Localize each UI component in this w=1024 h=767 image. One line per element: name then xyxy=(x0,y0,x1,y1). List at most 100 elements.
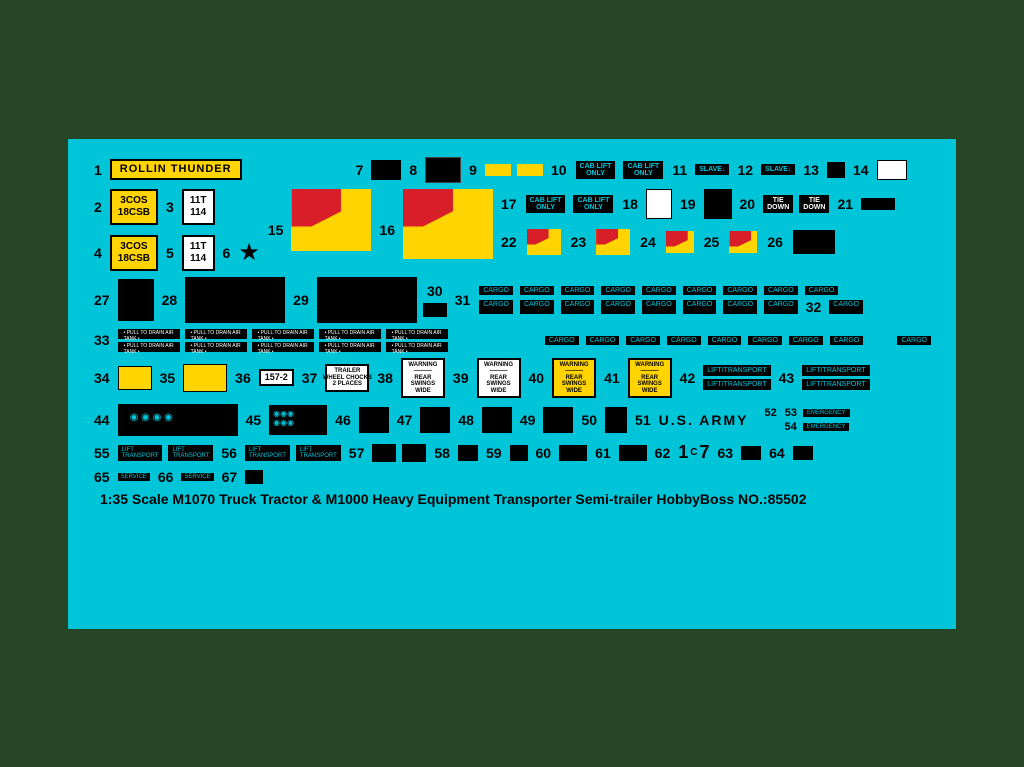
cab-lift-17b: CAB LIFT ONLY xyxy=(572,194,614,214)
tiedown-20a: TIE DOWN xyxy=(763,195,793,213)
flag-24 xyxy=(666,231,694,253)
decal-35 xyxy=(183,364,227,392)
num-65: 65 xyxy=(94,469,110,485)
cargo: CARGO xyxy=(585,335,621,346)
row-6: 34 35 36 157-2 37 TRAILER WHEEL CHOCKS 2… xyxy=(92,358,932,399)
num-30: 30 xyxy=(425,283,445,299)
dashboard-44 xyxy=(118,404,238,436)
cargo: CARGO xyxy=(519,299,555,315)
decal-21 xyxy=(861,198,895,210)
num-38: 38 xyxy=(377,370,393,386)
num-26: 26 xyxy=(767,234,783,250)
num-20: 20 xyxy=(740,196,756,212)
flag-16 xyxy=(403,189,493,259)
cargo: CARGO xyxy=(829,335,865,346)
num-10: 10 xyxy=(551,162,567,178)
num-4: 4 xyxy=(94,245,102,261)
pull-strip: • PULL TO DRAIN AIR TANK • xyxy=(252,342,314,352)
num-52: 52 xyxy=(764,407,776,419)
num-54: 54 xyxy=(784,421,796,433)
num-44: 44 xyxy=(94,412,110,428)
num-21: 21 xyxy=(837,196,853,212)
blk-30 xyxy=(423,303,447,317)
num-13: 13 xyxy=(803,162,819,178)
panel-50 xyxy=(605,407,627,433)
num-6: 6 xyxy=(223,245,231,261)
cargo: CARGO xyxy=(763,285,799,296)
warn-40: WARNING ——— REAR SWINGS WIDE xyxy=(552,358,596,399)
lift-42b: LIFT/TRANSPORT xyxy=(703,379,770,390)
num-66: 66 xyxy=(158,469,174,485)
num-42: 42 xyxy=(680,370,696,386)
slave-11: SLAVE↓ xyxy=(695,164,729,175)
d58 xyxy=(458,445,478,461)
us-army-text: U.S. ARMY xyxy=(659,412,749,428)
row-4: 27 28 29 30 31 CARGO CARGO CARGO CARGO C… xyxy=(92,277,932,323)
num-7: 7 xyxy=(356,162,364,178)
num-12: 12 xyxy=(737,162,753,178)
lift-43a: LIFT/TRANSPORT xyxy=(802,365,869,376)
cargo: CARGO xyxy=(625,335,661,346)
decal-13 xyxy=(827,162,845,178)
cargo: CARGO xyxy=(682,299,718,315)
panel-46 xyxy=(359,407,389,433)
lift-56b: LIFT TRANSPORT xyxy=(296,445,341,461)
pull-strip: • PULL TO DRAIN AIR TANK • xyxy=(118,329,180,339)
lift-56a: LIFT TRANSPORT xyxy=(245,445,290,461)
cargo: CARGO xyxy=(722,285,758,296)
num-24: 24 xyxy=(640,234,656,250)
num-63: 63 xyxy=(718,445,734,461)
num-25: 25 xyxy=(704,234,720,250)
num-53: 53 xyxy=(785,407,797,419)
plate-4: 3COS 18CSB xyxy=(110,235,158,271)
blk-28 xyxy=(185,277,285,323)
num-58: 58 xyxy=(434,445,450,461)
cargo: CARGO xyxy=(478,285,514,296)
decal-9a xyxy=(485,164,511,176)
num-36: 36 xyxy=(235,370,251,386)
num-17: 17 xyxy=(501,196,517,212)
num-35: 35 xyxy=(160,370,176,386)
num-46: 46 xyxy=(335,412,351,428)
cargo: CARGO xyxy=(478,299,514,315)
svc-66: SERVICE xyxy=(181,473,213,481)
pull-strip: • PULL TO DRAIN AIR TANK • xyxy=(252,329,314,339)
warn-39: WARNING ——— REAR SWINGS WIDE xyxy=(477,358,521,399)
rollin-thunder-banner: ROLLIN THUNDER xyxy=(110,159,242,180)
row-5: 33 • PULL TO DRAIN AIR TANK • • PULL TO … xyxy=(92,329,932,352)
cargo: CARGO xyxy=(641,299,677,315)
num-60: 60 xyxy=(536,445,552,461)
cargo: CARGO xyxy=(641,285,677,296)
d61 xyxy=(619,445,647,461)
row-7: 44 45 ◉◉◉◉◉◉ 46 47 48 49 50 51 U.S. ARMY… xyxy=(92,404,932,436)
num-41: 41 xyxy=(604,370,620,386)
num-33: 33 xyxy=(94,332,110,348)
decal-7 xyxy=(371,160,401,180)
num-32: 32 xyxy=(806,299,822,315)
cargo: CARGO xyxy=(600,299,636,315)
num-29: 29 xyxy=(293,292,309,308)
decal-36: 157-2 xyxy=(259,369,294,386)
cargo: CARGO xyxy=(560,299,596,315)
num-49: 49 xyxy=(520,412,536,428)
num-59: 59 xyxy=(486,445,502,461)
decal-9b xyxy=(517,164,543,176)
num-47: 47 xyxy=(397,412,413,428)
pull-strip: • PULL TO DRAIN AIR TANK • xyxy=(386,342,448,352)
num-1: 1 xyxy=(94,162,102,178)
unit-1c7: 1C7 xyxy=(678,442,709,463)
cargo: CARGO xyxy=(763,299,799,315)
pull-strip: • PULL TO DRAIN AIR TANK • xyxy=(319,329,381,339)
star-icon: ★ xyxy=(238,238,260,267)
flag-15 xyxy=(291,189,371,251)
num-2: 2 xyxy=(94,199,102,215)
slave-12: SLAVE↓ xyxy=(761,164,795,175)
row-8: 55 LIFT TRANSPORT LIFT TRANSPORT 56 LIFT… xyxy=(92,442,932,463)
num-9: 9 xyxy=(469,162,477,178)
num-39: 39 xyxy=(453,370,469,386)
num-28: 28 xyxy=(162,292,178,308)
plate-2: 3COS 18CSB xyxy=(110,189,158,225)
num-61: 61 xyxy=(595,445,611,461)
num-40: 40 xyxy=(529,370,545,386)
cargo: CARGO xyxy=(682,285,718,296)
